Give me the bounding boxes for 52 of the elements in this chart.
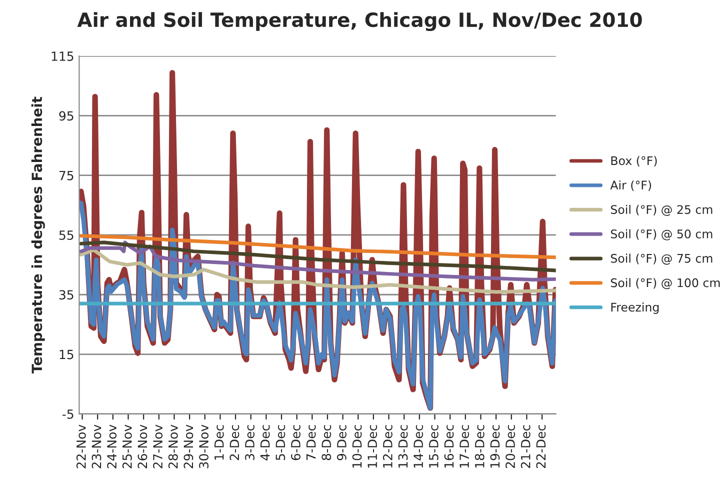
x-tick-label: 3-Dec xyxy=(245,425,254,460)
y-tick-label: 15 xyxy=(60,350,74,360)
y-tick-label: 75 xyxy=(59,170,74,180)
line-series xyxy=(79,240,556,282)
line-series xyxy=(79,200,556,410)
legend-label: Box (°F) xyxy=(611,156,657,167)
line-series xyxy=(79,240,556,272)
x-tick-label: 5-Dec xyxy=(276,425,286,460)
x-tick-label: 30-Nov xyxy=(199,424,208,468)
x-tick-label: 22-Nov xyxy=(76,424,86,468)
legend-label: Soil (°F) @ 50 cm xyxy=(610,229,712,240)
y-tick-label: -5 xyxy=(62,410,74,419)
x-tick-label: 23-Nov xyxy=(92,424,102,468)
y-tick-label: 95 xyxy=(59,111,74,121)
y-tick-label: 35 xyxy=(59,290,74,300)
x-tick-label: 21-Dec xyxy=(520,425,530,468)
x-tick-label: 27-Nov xyxy=(153,424,163,468)
chart-title: Air and Soil Temperature, Chicago IL, Nov/Dec 2010 xyxy=(77,12,642,32)
x-tick-label: 10-Dec xyxy=(352,425,362,468)
x-tick-label: 8-Dec xyxy=(322,425,332,460)
legend-label: Soil (°F) @ 75 cm xyxy=(610,254,712,265)
x-tick-label: 7-Dec xyxy=(306,425,316,460)
legend-label: Air (°F) xyxy=(610,180,652,191)
x-tick-label: 18-Dec xyxy=(474,425,484,468)
y-tick-label: 55 xyxy=(59,230,74,240)
line-series xyxy=(79,234,556,260)
x-tick-label: 2-Dec xyxy=(230,425,240,460)
legend-label: Freezing xyxy=(611,302,659,314)
x-tick-label: 22-Dec xyxy=(536,425,546,468)
x-tick-label: 28-Nov xyxy=(168,424,178,468)
y-tick-label: 115 xyxy=(52,52,74,61)
x-tick-label: 1-Dec xyxy=(214,425,224,460)
line-series xyxy=(79,248,556,294)
x-tick-label: 9-Dec xyxy=(336,425,346,460)
legend-label: Soil (°F) @ 100 cm xyxy=(610,278,720,290)
x-tick-label: 17-Dec xyxy=(460,425,470,468)
x-tick-label: 11-Dec xyxy=(368,425,378,468)
x-tick-label: 14-Dec xyxy=(414,425,424,468)
x-tick-label: 4-Dec xyxy=(260,425,270,460)
x-tick-label: 13-Dec xyxy=(398,425,408,468)
y-axis-title: Temperature in degrees Fahrenheit xyxy=(31,96,45,374)
x-tick-label: 16-Dec xyxy=(444,425,454,468)
x-tick-label: 19-Dec xyxy=(490,425,500,468)
x-tick-label: 12-Dec xyxy=(382,425,392,468)
legend-label: Soil (°F) @ 25 cm xyxy=(610,204,712,216)
x-tick-label: 24-Nov xyxy=(107,424,117,468)
x-tick-label: 15-Dec xyxy=(429,425,438,468)
x-tick-label: 29-Nov xyxy=(184,424,194,468)
x-tick-label: 25-Nov xyxy=(122,424,132,468)
x-tick-label: 26-Nov xyxy=(138,424,148,468)
x-tick-label: 6-Dec xyxy=(291,425,300,460)
x-tick-label: 20-Dec xyxy=(506,425,516,468)
